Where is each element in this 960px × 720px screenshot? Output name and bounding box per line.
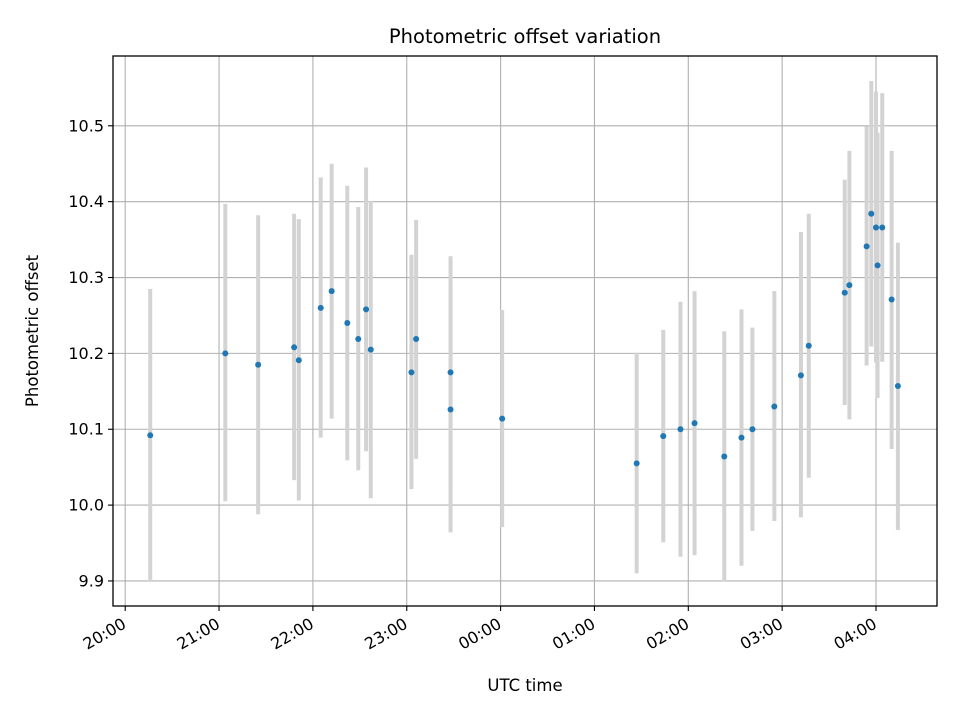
data-point (355, 335, 362, 342)
data-point (413, 335, 420, 342)
y-tick-label: 10.2 (68, 344, 104, 363)
data-point (255, 361, 262, 368)
data-point (863, 243, 870, 250)
data-point (499, 415, 506, 422)
plot-frame (112, 55, 938, 607)
chart-title: Photometric offset variation (389, 25, 661, 48)
data-point (797, 372, 804, 379)
data-point (447, 406, 454, 413)
data-point (633, 460, 640, 467)
y-tick-label: 10.5 (68, 116, 104, 135)
data-point (749, 426, 756, 433)
data-point (677, 426, 684, 433)
data-points (147, 210, 901, 467)
y-tick-label: 10.1 (68, 420, 104, 439)
data-point (846, 282, 853, 289)
data-point (291, 344, 298, 351)
data-point (367, 346, 374, 353)
data-point (147, 432, 154, 439)
data-point (317, 304, 324, 311)
data-point (222, 350, 229, 357)
data-point (888, 296, 895, 303)
data-point (872, 224, 879, 231)
y-axis-label: Photometric offset (23, 254, 42, 407)
y-tick-label: 10.0 (68, 496, 104, 515)
data-point (868, 210, 875, 217)
y-tick-label: 10.4 (68, 192, 104, 211)
y-tick-label: 9.9 (79, 571, 104, 590)
data-point (344, 320, 351, 327)
data-point (894, 383, 901, 389)
data-point (805, 342, 812, 349)
data-point (295, 357, 302, 364)
data-point (879, 224, 886, 231)
data-point (328, 288, 335, 295)
y-tick-label: 10.3 (68, 268, 104, 287)
data-point (447, 369, 454, 376)
data-point (721, 453, 728, 460)
data-point (660, 433, 667, 440)
data-point (691, 420, 698, 427)
data-point (363, 306, 370, 313)
data-point (408, 369, 415, 376)
data-point (874, 262, 881, 269)
x-axis-label: UTC time (487, 676, 562, 695)
y-axis: 9.9 10.0 10.1 10.2 10.3 10.4 10.5 (68, 116, 113, 590)
data-point (771, 403, 778, 410)
data-point (841, 289, 848, 296)
data-point (738, 434, 745, 441)
